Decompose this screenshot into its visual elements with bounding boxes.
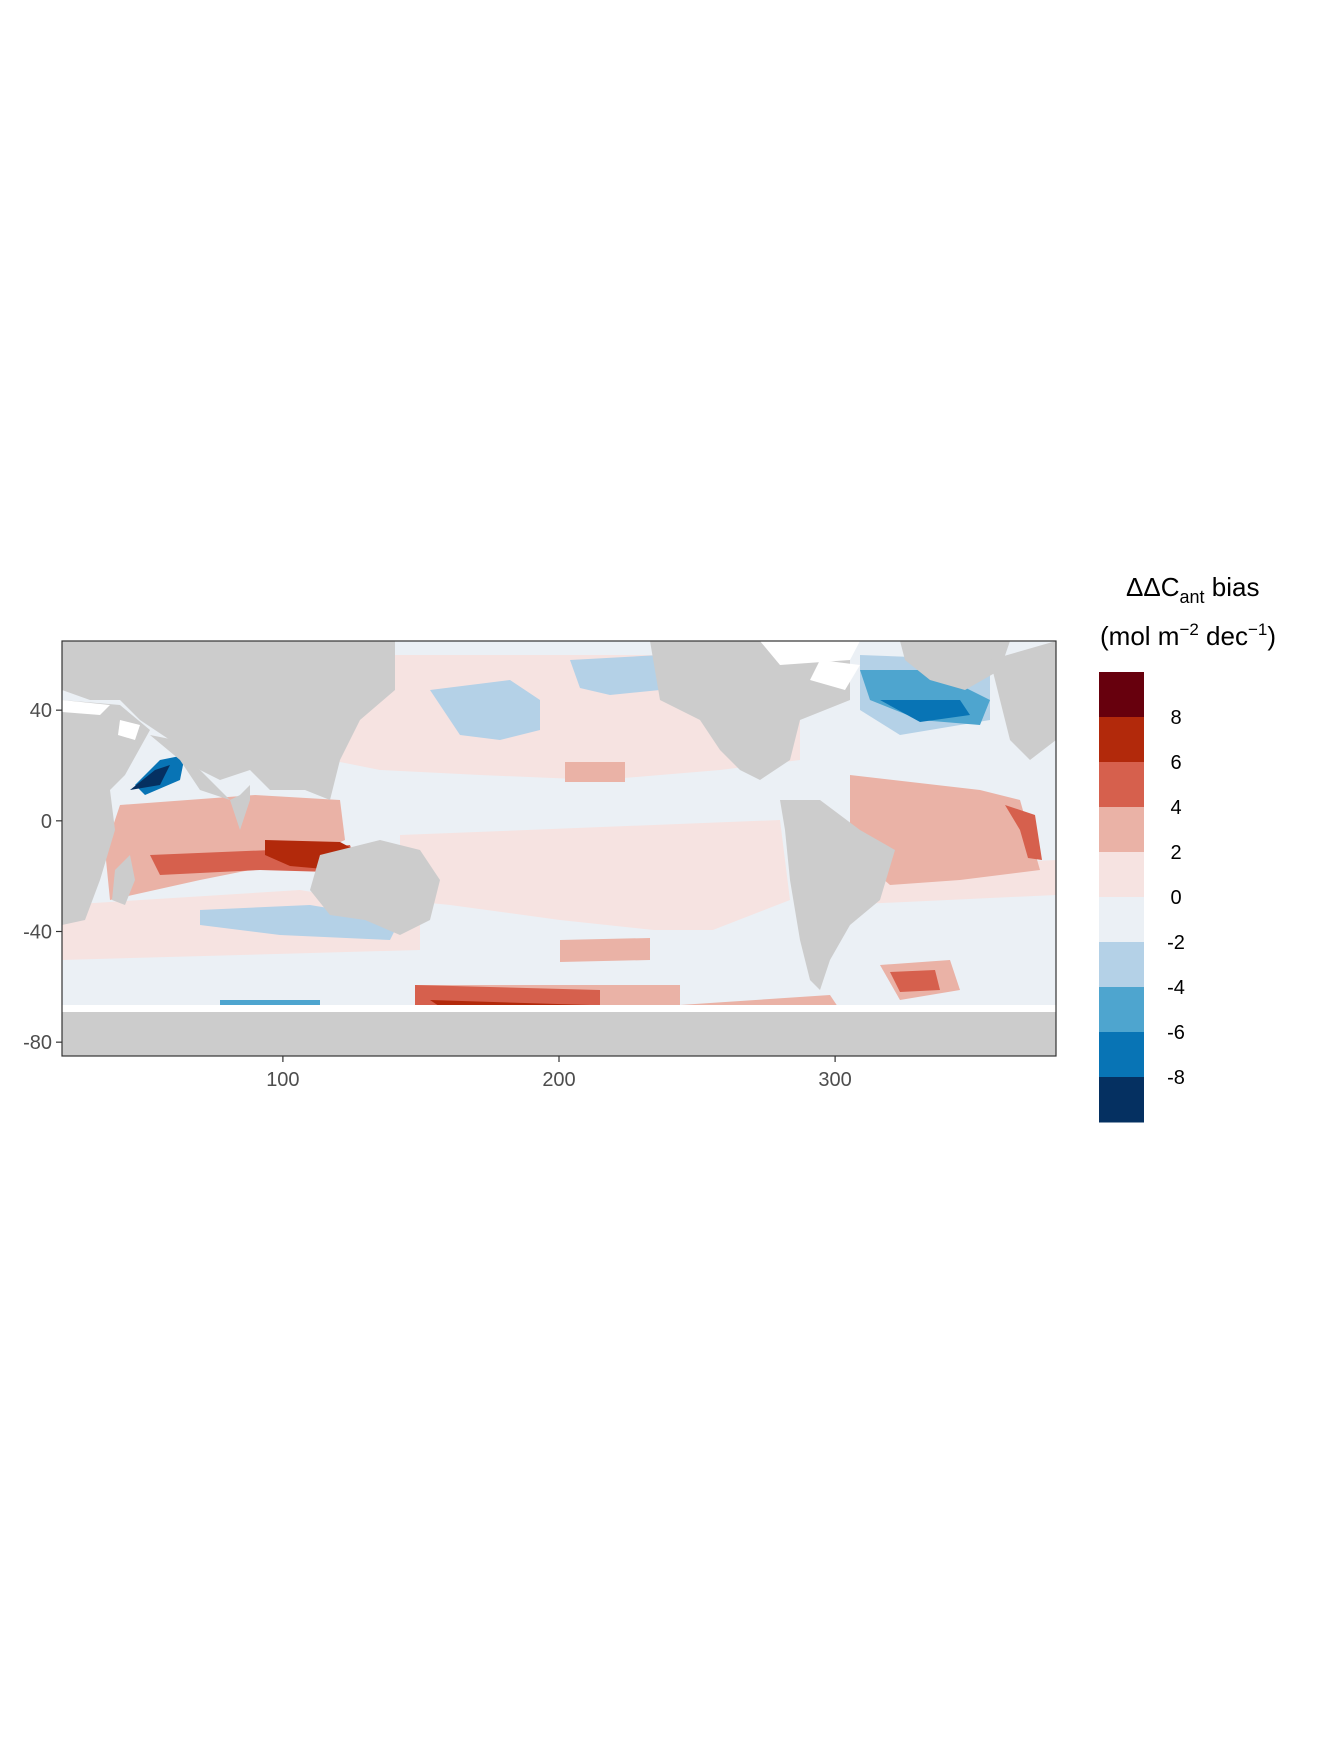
legend-tick-label: -6: [1167, 1022, 1185, 1044]
legend-tick-label: -2: [1167, 932, 1185, 954]
land-madagascar: [112, 855, 135, 905]
region-arabian-sea-neg-dark: [130, 765, 170, 790]
legend-title: ΔΔCant bias: [1126, 572, 1259, 607]
y-tick-label: -80: [23, 1032, 52, 1054]
x-tick-label: 200: [542, 1069, 575, 1091]
x-tick-label: 300: [818, 1069, 851, 1091]
x-tick-label: 100: [266, 1069, 299, 1091]
region-tropical-pacific-band: [330, 780, 760, 835]
legend-color-step: [1099, 897, 1144, 943]
legend-color-step: [1099, 987, 1144, 1033]
map-panel: [62, 641, 1056, 1056]
legend-color-step: [1099, 1032, 1144, 1078]
legend-color-step: [1099, 942, 1144, 988]
y-tick-label: 0: [41, 811, 52, 833]
legend-color-step: [1099, 852, 1144, 898]
legend-color-step: [1099, 672, 1144, 718]
legend-tick-label: 2: [1170, 842, 1181, 864]
land-greenland: [900, 641, 1010, 690]
land-south-america: [780, 800, 895, 990]
legend-tick-label: 8: [1170, 707, 1181, 729]
legend-colorbar: [1099, 672, 1144, 1123]
land-europe: [990, 641, 1056, 760]
no-data-areas: [62, 641, 1056, 1012]
land: [62, 641, 1056, 1056]
legend-tick-label: 6: [1170, 752, 1181, 774]
nodata-hudson: [810, 660, 860, 690]
land-north-america: [650, 641, 850, 780]
x-axis: 100 200 300: [266, 1056, 852, 1091]
region-atlantic-pos-strong: [1005, 805, 1042, 860]
land-arabia-to-india: [150, 735, 250, 830]
legend-tick-label: -8: [1167, 1067, 1185, 1089]
region-south-pacific-pos: [400, 820, 790, 935]
y-axis: 40 0 -40 -80: [23, 700, 62, 1054]
region-equatorial-pos: [565, 762, 625, 782]
region-atlantic-pos: [850, 775, 1040, 885]
nodata-antarctic-edge: [62, 1005, 1056, 1012]
legend-tick-label: -4: [1167, 977, 1185, 999]
region-north-pacific-neg-2: [570, 655, 660, 695]
nodata-black-sea: [62, 700, 110, 715]
nodata-arctic-north-america: [760, 641, 860, 665]
nodata-caspian: [118, 720, 140, 740]
y-tick-label: -40: [23, 922, 52, 944]
legend-tick-label: 0: [1170, 887, 1181, 909]
legend-color-step: [1099, 717, 1144, 763]
region-north-pacific-neg: [430, 680, 540, 740]
legend-unit: (mol m−2 dec−1): [1100, 620, 1276, 651]
land-australia: [310, 840, 440, 935]
region-weddell-sea-strong: [890, 970, 940, 992]
legend-color-step: [1099, 807, 1144, 853]
legend-color-step: [1099, 1077, 1144, 1123]
legend-color-step: [1099, 762, 1144, 808]
legend-tick-label: 4: [1170, 797, 1181, 819]
y-tick-label: 40: [30, 700, 52, 722]
region-subpolar-atlantic-neg-3: [880, 700, 970, 722]
legend-labels: 8 6 4 2 0 -2 -4 -6 -8: [1167, 707, 1185, 1089]
land-eurasia: [62, 641, 395, 800]
land-africa: [62, 700, 150, 925]
region-south-pacific-pos-patch: [560, 938, 650, 962]
legend: ΔΔCant bias (mol m−2 dec−1) 8 6 4 2 0 -2 -4 -6 -…: [1099, 572, 1276, 1123]
land-antarctica: [62, 1010, 1056, 1056]
